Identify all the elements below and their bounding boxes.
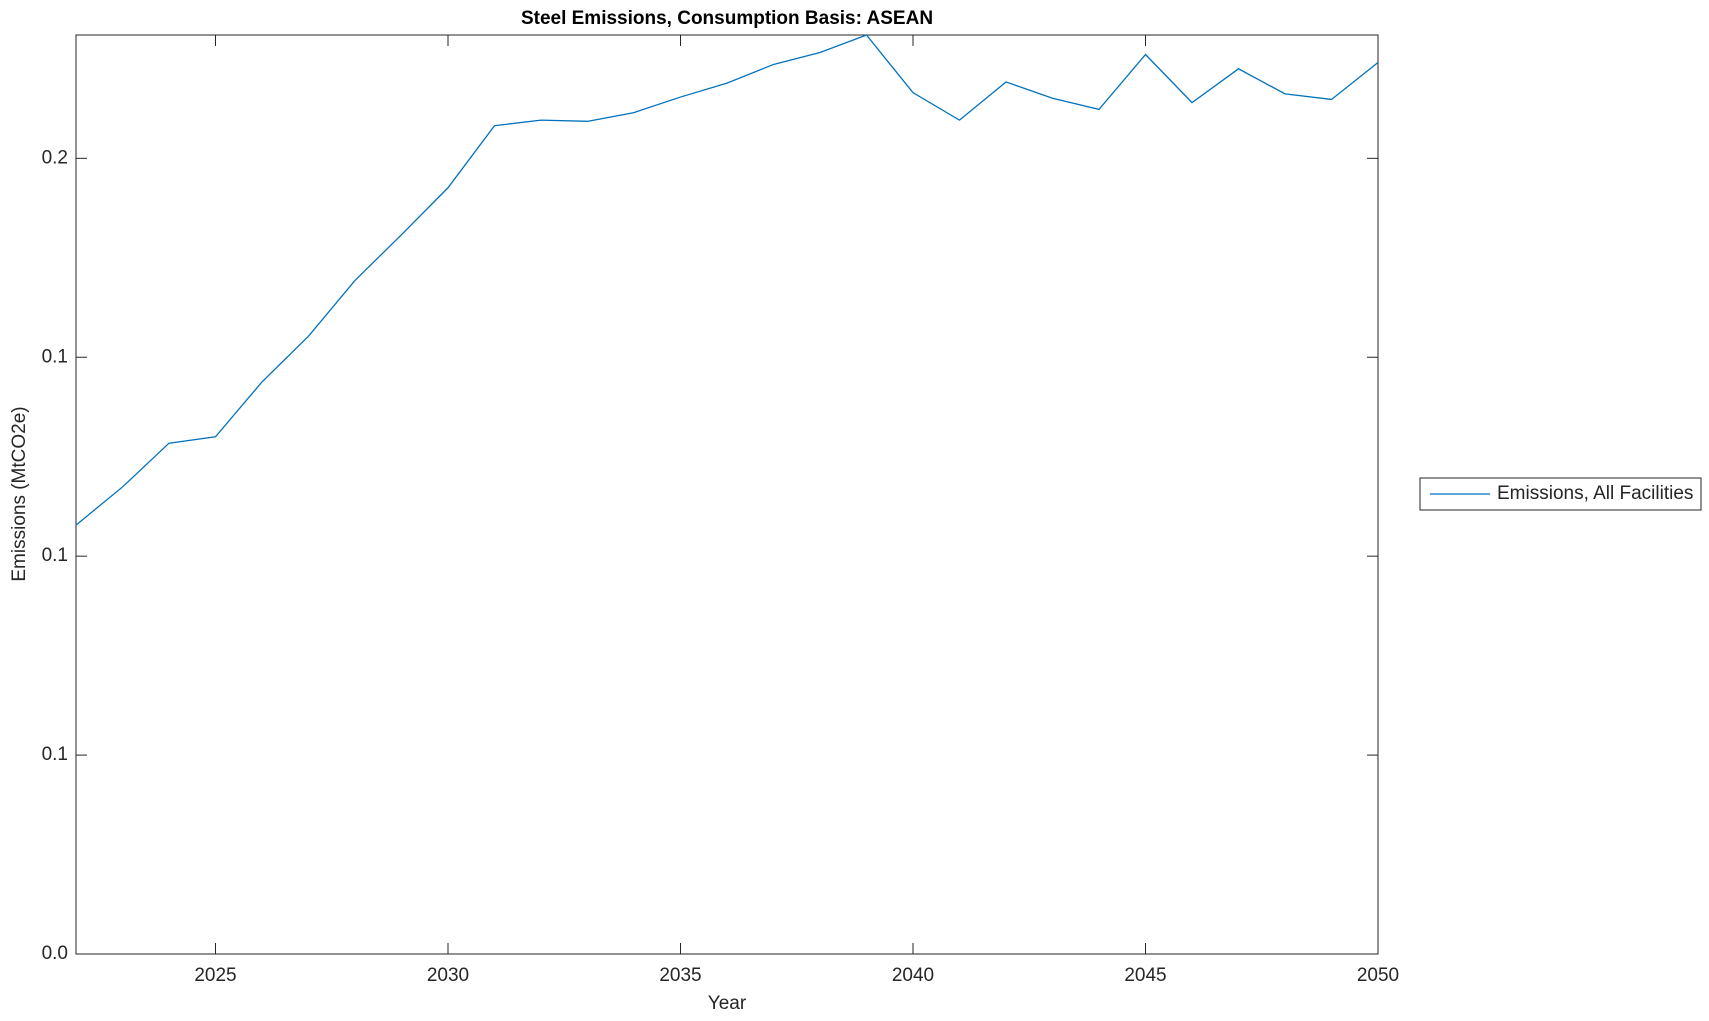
y-tick-label: 0.1	[42, 545, 68, 566]
y-tick-label: 0.1	[42, 346, 68, 367]
y-tick-label: 0.1	[42, 744, 68, 765]
x-tick-label: 2035	[659, 965, 701, 986]
x-axis-label: Year	[708, 993, 747, 1014]
x-tick-label: 2030	[427, 965, 469, 986]
y-axis-label: Emissions (MtCO2e)	[9, 406, 30, 581]
x-tick-label: 2040	[892, 965, 934, 986]
y-tick-label: 0.2	[42, 147, 68, 168]
plot-box	[75, 34, 1379, 955]
line	[75, 34, 1379, 526]
x-tick-label: 2025	[194, 965, 236, 986]
x-tick-label: 2045	[1124, 965, 1166, 986]
x-tick-label: 2050	[1357, 965, 1399, 986]
legend-label: Emissions, All Facilities	[1497, 483, 1693, 504]
y-tick-label: 0.0	[42, 943, 68, 964]
chart-title: Steel Emissions, Consumption Basis: ASEA…	[521, 8, 933, 29]
